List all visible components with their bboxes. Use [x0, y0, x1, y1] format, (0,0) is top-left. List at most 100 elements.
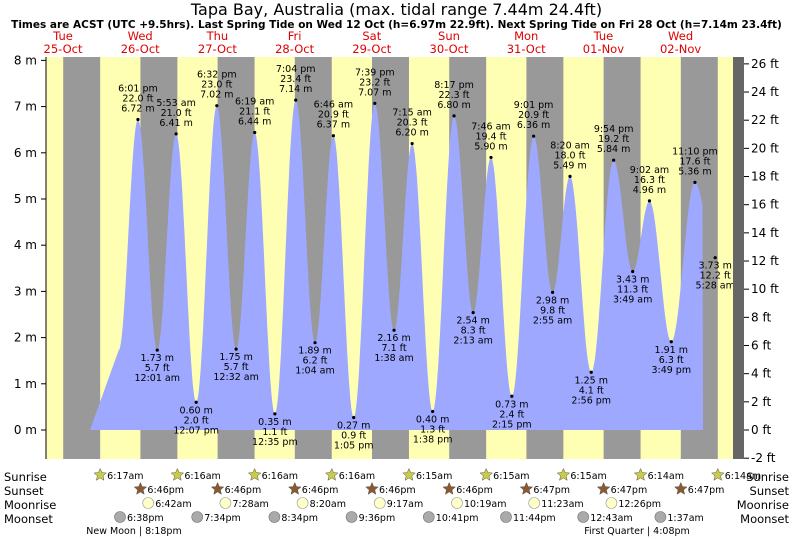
tide-time-label: 5:53 am: [156, 98, 195, 109]
row-label-left: Sunset: [4, 484, 44, 498]
moonrise-icon: [142, 497, 154, 509]
tide-point: [550, 290, 555, 294]
tide-point: [392, 328, 396, 332]
y-tick-label-m: 7 m: [14, 100, 37, 114]
tide-time-label: 9:02 am: [630, 165, 669, 176]
tide-time-label: 3:49 am: [613, 295, 652, 306]
tide-point: [273, 412, 277, 416]
sunrise-icon: [556, 467, 571, 481]
y-tick-label-ft: 8 ft: [751, 310, 771, 324]
tide-point: [669, 340, 673, 344]
tide-time-label: 9:54 pm: [594, 124, 634, 135]
y-tick-label-ft: 20 ft: [751, 141, 779, 155]
tide-m-label: 1.75 m: [219, 352, 252, 363]
tide-point: [612, 158, 616, 162]
tide-m-label: 2.98 m: [536, 295, 569, 306]
tide-ft-label: 8.3 ft: [461, 326, 486, 337]
y-tick-label-ft: 4 ft: [751, 367, 771, 381]
moonset-time: 10:41pm: [436, 513, 479, 524]
tide-m-label: 0.35 m: [258, 417, 291, 428]
tide-time-label: 1:38 am: [374, 353, 413, 364]
row-label-right: Moonrise: [737, 498, 789, 512]
tide-time-label: 3:49 pm: [651, 365, 691, 376]
sunset-time: 6:47pm: [688, 485, 725, 496]
y-tick-label-m: 2 m: [14, 331, 37, 345]
tide-m-label: 1.91 m: [655, 345, 688, 356]
y-tick-label-ft: 18 ft: [751, 170, 779, 184]
sunrise-time: 6:16am: [262, 471, 298, 482]
tide-ft-label: 5.7 ft: [145, 363, 170, 374]
tide-point: [313, 341, 317, 345]
y-tick-label-ft: 10 ft: [751, 282, 779, 296]
y-tick-label-ft: -2 ft: [751, 451, 776, 465]
moonrise-icon: [605, 497, 618, 509]
y-tick-label-ft: 6 ft: [751, 339, 771, 353]
day-date-label: 25-Oct: [44, 42, 83, 56]
day-name-label: Sun: [438, 29, 460, 43]
sunrise-icon: [479, 467, 494, 481]
tide-ft-label: 16.3 ft: [634, 175, 665, 186]
tide-ft-label: 7.1 ft: [382, 343, 407, 354]
sunset-time: 6:46pm: [147, 485, 184, 496]
tide-time-label: 2:13 am: [453, 336, 492, 347]
moonrise-time: 8:20am: [310, 499, 346, 510]
tide-m-label: 3.43 m: [616, 275, 649, 286]
sunrise-time: 6:15am: [493, 471, 529, 482]
moonrise-icon: [219, 497, 232, 509]
tide-m-label: 0.73 m: [495, 399, 528, 410]
row-label-right: Moonset: [740, 512, 789, 526]
tide-ft-label: 22.3 ft: [439, 90, 470, 101]
tide-point: [693, 180, 697, 184]
tide-point: [136, 117, 140, 122]
tide-m-label: 1.89 m: [298, 346, 331, 357]
sunset-time: 6:47pm: [533, 485, 570, 496]
tide-m-label: 2.54 m: [456, 316, 489, 327]
day-name-label: Wed: [668, 29, 693, 43]
row-label-right: Sunset: [750, 484, 790, 498]
y-tick-label-m: 1 m: [14, 377, 37, 391]
y-tick-label-m: 5 m: [14, 192, 37, 206]
moonrise-icon: [373, 497, 386, 509]
y-tick-label-m: 4 m: [14, 238, 37, 252]
moonset-time: 6:38pm: [127, 513, 164, 524]
sunrise-time: 6:17am: [107, 471, 143, 482]
tide-point: [331, 134, 335, 138]
tide-point: [234, 347, 238, 351]
tide-m-label: 7.07 m: [358, 87, 391, 98]
tide-point: [215, 104, 219, 108]
sunrise-icon: [402, 467, 416, 481]
tide-point: [352, 415, 356, 420]
day-date-label: 29-Oct: [352, 42, 391, 56]
tide-time-label: 2:15 pm: [492, 419, 532, 430]
tide-ft-label: 12.2 ft: [700, 271, 731, 282]
tide-m-label: 0.60 m: [179, 405, 212, 416]
moonset-icon: [191, 511, 203, 523]
sunrise-time: 6:16am: [184, 471, 220, 482]
moonset-time: 7:34pm: [204, 513, 241, 524]
tide-m-label: 1.25 m: [575, 375, 608, 386]
day-name-label: Mon: [514, 29, 538, 43]
y-tick-label-m: 6 m: [14, 146, 37, 160]
tide-m-label: 5.90 m: [474, 141, 507, 152]
day-date-label: 02-Nov: [660, 42, 701, 56]
moonset-icon: [422, 511, 435, 523]
tide-point: [631, 269, 635, 274]
moonset-icon: [500, 511, 512, 523]
sunset-icon: [133, 481, 148, 495]
right-axis-band: [733, 57, 744, 459]
tide-point: [532, 134, 536, 138]
tide-m-label: 6.37 m: [317, 120, 350, 131]
sunrise-icon: [710, 467, 725, 481]
day-name-label: Tue: [52, 29, 73, 43]
tide-time-label: 9:01 pm: [514, 100, 554, 111]
tide-ft-label: 6.3 ft: [659, 355, 684, 366]
tide-ft-label: 19.4 ft: [475, 131, 506, 142]
tide-point: [253, 130, 257, 135]
moonrise-time: 9:17am: [387, 499, 423, 510]
tide-ft-label: 18.0 ft: [554, 150, 585, 161]
tide-m-label: 6.80 m: [437, 100, 470, 111]
tide-m-label: 0.40 m: [416, 415, 449, 426]
tide-m-label: 6.20 m: [395, 128, 428, 139]
tide-time-label: 12:35 pm: [252, 437, 298, 448]
row-label-left: Moonrise: [4, 498, 56, 512]
